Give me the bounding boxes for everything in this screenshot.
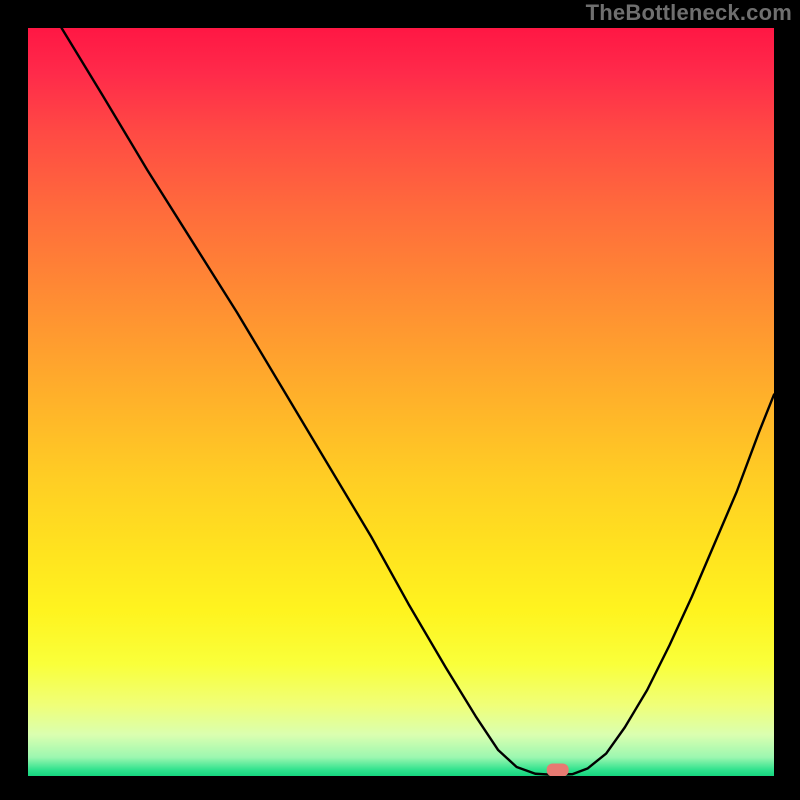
chart-root: TheBottleneck.com xyxy=(0,0,800,800)
optimum-marker xyxy=(547,764,569,776)
watermark-text: TheBottleneck.com xyxy=(586,0,792,26)
plot-area xyxy=(28,28,774,776)
gradient-background xyxy=(28,28,774,776)
plot-svg xyxy=(28,28,774,776)
